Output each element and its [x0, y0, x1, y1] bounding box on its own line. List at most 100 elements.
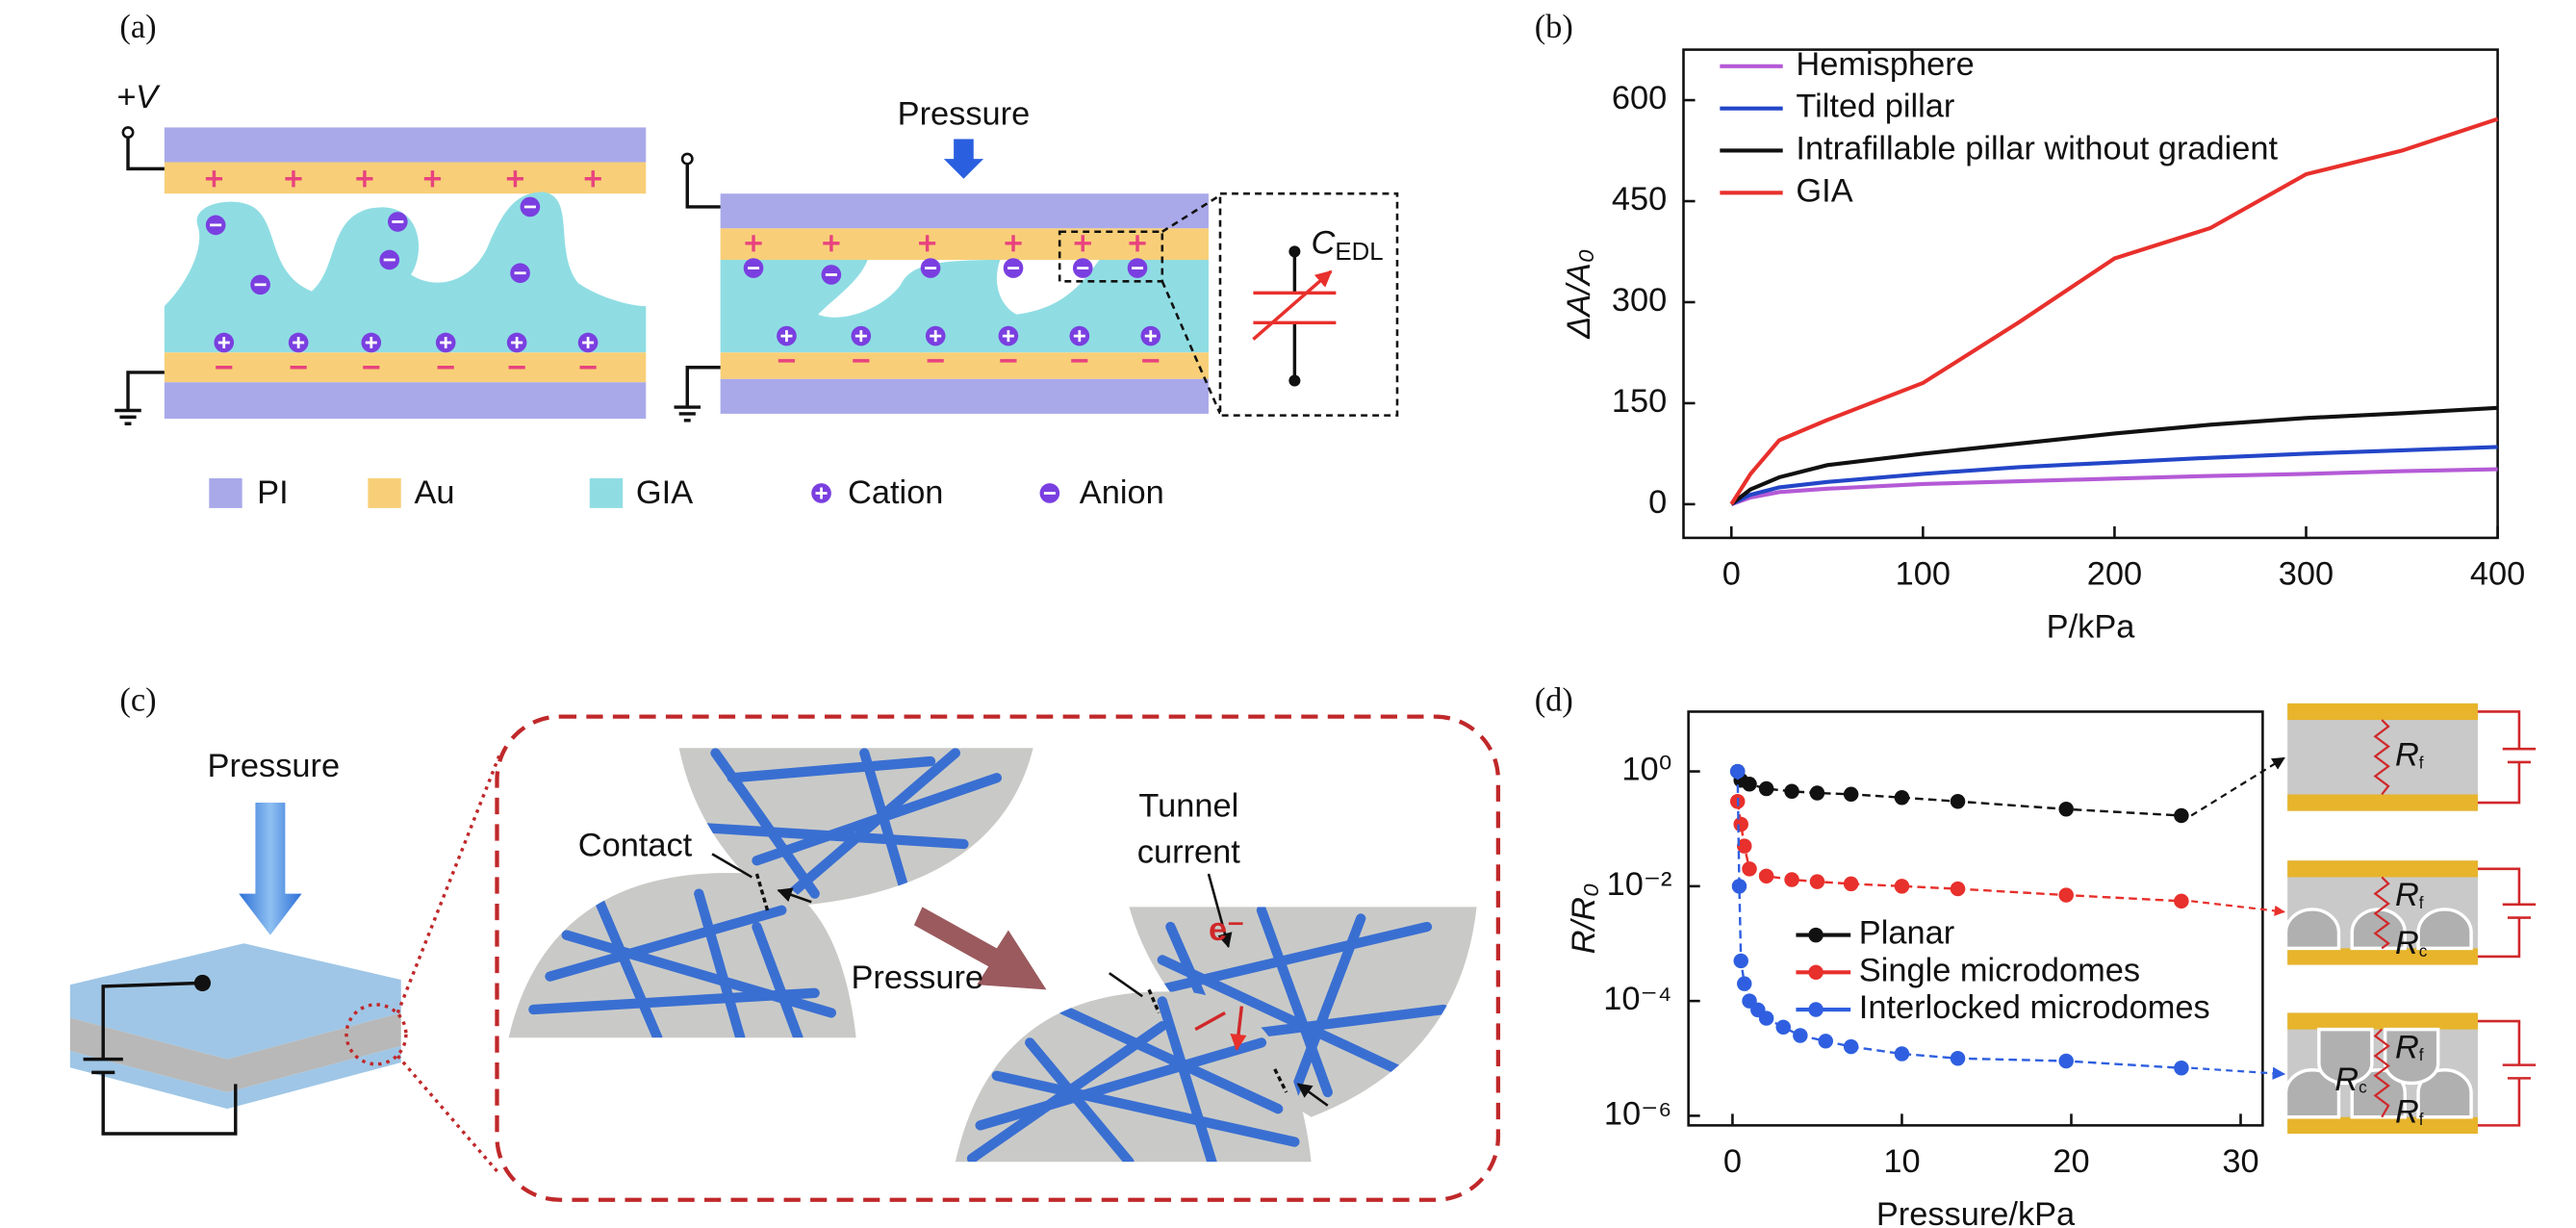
fiber — [528, 987, 820, 1015]
data-point — [1775, 1019, 1791, 1036]
plus-sign — [285, 170, 302, 188]
label-main: R — [2334, 1062, 2359, 1098]
zoom-line — [1160, 193, 1222, 415]
zoom-box — [1058, 230, 1164, 283]
panel-c: Pressure Contact Tunnel current Pressure… — [69, 714, 1501, 1202]
x-tick-label: 100 — [1896, 556, 1951, 593]
circuit — [2477, 867, 2537, 959]
pressure-label: Pressure — [898, 95, 1031, 132]
label-sub: f — [2419, 1045, 2424, 1064]
data-point — [1809, 785, 1825, 801]
legend-label: Single microdomes — [1859, 952, 2140, 988]
plot-frame — [1687, 710, 2264, 1127]
resistor-label: Rc — [2334, 1062, 2367, 1098]
series-line — [1736, 771, 2181, 817]
label-main: R — [2395, 1029, 2419, 1065]
plus-sign — [506, 170, 524, 188]
terminal — [1288, 245, 1301, 258]
ion-sign — [780, 330, 793, 343]
plus-sign — [1074, 235, 1091, 252]
data-point — [1950, 881, 1966, 897]
panel-label: (d) — [1535, 682, 1573, 719]
ion-sign — [1002, 330, 1014, 343]
legend-marker — [1808, 964, 1824, 981]
microdome — [2283, 908, 2341, 951]
y-tick-label: 150 — [1612, 383, 1667, 420]
data-point — [1733, 953, 1748, 969]
fiber — [1289, 913, 1366, 1098]
ion-sign — [1073, 330, 1085, 343]
microdome — [2317, 1027, 2374, 1086]
data-point — [1950, 1051, 1966, 1066]
data-point — [1793, 1028, 1808, 1043]
terminal — [121, 126, 135, 140]
fiber — [1157, 996, 1217, 1163]
data-point — [2058, 1053, 2074, 1069]
ion-sign — [365, 336, 377, 348]
fiber — [727, 755, 936, 783]
electron-label: e⁻ — [1209, 911, 1244, 948]
wire — [101, 981, 200, 1011]
data-point — [1742, 777, 1757, 792]
legend-label: Intrafillable pillar without gradient — [1796, 131, 2278, 167]
fiber — [991, 1070, 1300, 1147]
data-point — [1894, 879, 1910, 894]
zoom-line — [395, 752, 502, 1177]
pi-layer — [720, 378, 1209, 414]
label-main: R — [2395, 1093, 2419, 1130]
plus-sign — [584, 170, 601, 188]
plot-frame — [1682, 48, 2499, 540]
pointer — [1109, 972, 1329, 1107]
data-point — [1731, 879, 1747, 894]
data-point — [2174, 893, 2189, 909]
x-tick-label: 0 — [1722, 556, 1741, 593]
plus-sign — [823, 235, 840, 252]
ion-sign — [815, 487, 828, 499]
data-point — [1894, 790, 1910, 806]
ion-sign — [293, 336, 305, 348]
ion-signs — [743, 235, 1161, 363]
data-point — [2174, 807, 2189, 824]
pi-layer — [720, 193, 1209, 229]
terminal — [1288, 374, 1301, 387]
legend-swatch — [589, 477, 624, 508]
pi-layer — [164, 382, 647, 420]
panel-label: (b) — [1535, 9, 1573, 45]
capacitor-label: CEDL — [1312, 225, 1384, 266]
resistor-label: Rf — [2395, 877, 2424, 913]
series-line — [1729, 116, 2499, 506]
panel-label: (a) — [119, 9, 156, 45]
ion-sign — [582, 336, 595, 348]
zoom-frame — [495, 714, 1501, 1202]
legend-marker — [1808, 927, 1824, 943]
legend-label: Hemisphere — [1796, 46, 1974, 83]
inset-link — [2190, 756, 2285, 817]
resistor — [2373, 719, 2390, 796]
label-sub: f — [2419, 753, 2424, 772]
series-line — [1730, 445, 2498, 506]
x-tick-label: 0 — [1723, 1143, 1742, 1180]
pressure-label: Pressure — [852, 959, 984, 996]
inset-link — [2191, 900, 2285, 916]
data-point — [2174, 1061, 2189, 1076]
microdome — [2283, 1068, 2341, 1119]
gap-mark — [1147, 988, 1288, 1093]
y-tick-label: 10⁻² — [1607, 866, 1672, 903]
label-main: R — [2395, 737, 2419, 774]
voltage-label: +V — [116, 79, 161, 115]
fiber — [859, 748, 911, 899]
legend-label: GIA — [636, 474, 693, 511]
data-point — [1758, 1011, 1774, 1026]
x-tick-label: 200 — [2087, 556, 2142, 593]
legend-swatch — [368, 477, 401, 508]
resistor-label: Rc — [2395, 925, 2428, 961]
terminal — [193, 974, 211, 992]
microdome — [2350, 908, 2408, 951]
electrode — [2287, 948, 2478, 965]
device-middle — [69, 1012, 401, 1092]
series-line — [1730, 467, 2498, 506]
data-point — [1894, 1046, 1910, 1062]
electrode — [2287, 860, 2478, 878]
